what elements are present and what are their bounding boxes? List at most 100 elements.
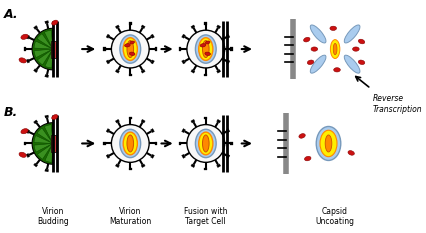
Polygon shape	[106, 34, 109, 38]
Wedge shape	[37, 144, 53, 159]
Ellipse shape	[204, 52, 210, 55]
Polygon shape	[32, 28, 53, 70]
Polygon shape	[141, 25, 145, 29]
Polygon shape	[181, 60, 185, 64]
Polygon shape	[24, 142, 26, 145]
Wedge shape	[34, 135, 53, 144]
Wedge shape	[37, 34, 53, 49]
Ellipse shape	[198, 38, 213, 60]
Polygon shape	[26, 35, 30, 39]
Polygon shape	[181, 34, 185, 38]
Ellipse shape	[343, 55, 359, 73]
Text: Virion
Budding: Virion Budding	[37, 207, 69, 226]
Wedge shape	[45, 49, 53, 68]
Ellipse shape	[343, 25, 359, 43]
Text: Virion
Maturation: Virion Maturation	[109, 207, 151, 226]
Wedge shape	[37, 128, 53, 144]
Polygon shape	[34, 163, 37, 167]
Bar	[51, 41, 55, 58]
Polygon shape	[128, 22, 132, 24]
Text: B.: B.	[4, 106, 18, 119]
Polygon shape	[181, 154, 185, 158]
Ellipse shape	[127, 135, 133, 152]
Polygon shape	[178, 47, 181, 51]
Wedge shape	[34, 49, 53, 58]
Polygon shape	[103, 47, 106, 51]
Polygon shape	[45, 115, 49, 118]
Polygon shape	[45, 75, 49, 78]
Ellipse shape	[329, 26, 336, 31]
Wedge shape	[44, 125, 53, 144]
Polygon shape	[190, 119, 195, 123]
Polygon shape	[150, 154, 154, 158]
Ellipse shape	[310, 55, 325, 73]
Wedge shape	[34, 144, 53, 152]
Ellipse shape	[52, 20, 58, 25]
Ellipse shape	[127, 41, 133, 58]
Polygon shape	[106, 60, 109, 64]
Ellipse shape	[319, 130, 336, 157]
Wedge shape	[45, 144, 53, 162]
Ellipse shape	[202, 135, 209, 152]
Ellipse shape	[120, 35, 140, 63]
Polygon shape	[216, 164, 220, 168]
Polygon shape	[230, 142, 232, 145]
Text: A.: A.	[4, 7, 18, 21]
Polygon shape	[34, 120, 37, 124]
Ellipse shape	[195, 129, 216, 158]
Ellipse shape	[352, 47, 358, 51]
Ellipse shape	[21, 34, 28, 39]
Wedge shape	[34, 41, 53, 49]
Polygon shape	[190, 69, 195, 73]
Ellipse shape	[357, 60, 364, 65]
Polygon shape	[128, 116, 132, 119]
Ellipse shape	[129, 52, 135, 55]
Polygon shape	[204, 168, 207, 170]
Polygon shape	[141, 119, 145, 123]
Text: Fusion with
Target Cell: Fusion with Target Cell	[184, 207, 227, 226]
Ellipse shape	[123, 38, 137, 60]
Polygon shape	[34, 25, 37, 29]
Bar	[51, 135, 55, 152]
Ellipse shape	[307, 60, 313, 65]
Ellipse shape	[124, 44, 130, 47]
Polygon shape	[204, 116, 207, 119]
Polygon shape	[26, 130, 30, 134]
Polygon shape	[24, 47, 26, 51]
Polygon shape	[26, 59, 30, 63]
Polygon shape	[226, 34, 229, 38]
Polygon shape	[190, 25, 195, 29]
Circle shape	[187, 125, 224, 162]
Polygon shape	[45, 21, 49, 24]
Ellipse shape	[347, 151, 354, 155]
Polygon shape	[216, 119, 220, 123]
Polygon shape	[128, 74, 132, 76]
Ellipse shape	[198, 132, 213, 155]
Ellipse shape	[330, 40, 339, 58]
Text: Reverse
Transcription: Reverse Transcription	[372, 94, 421, 114]
Ellipse shape	[130, 41, 134, 44]
Polygon shape	[141, 69, 145, 73]
Ellipse shape	[357, 39, 364, 44]
Polygon shape	[226, 129, 229, 133]
Polygon shape	[128, 168, 132, 170]
Polygon shape	[226, 60, 229, 64]
Ellipse shape	[325, 135, 331, 152]
Polygon shape	[115, 164, 119, 168]
Polygon shape	[32, 123, 53, 164]
Wedge shape	[44, 30, 53, 49]
Polygon shape	[106, 129, 109, 133]
Polygon shape	[115, 25, 119, 29]
Ellipse shape	[310, 47, 317, 51]
Circle shape	[187, 30, 224, 68]
Polygon shape	[216, 25, 220, 29]
Ellipse shape	[52, 115, 58, 120]
Polygon shape	[204, 74, 207, 76]
Polygon shape	[115, 69, 119, 73]
Polygon shape	[155, 142, 157, 145]
Polygon shape	[178, 142, 181, 145]
Polygon shape	[230, 47, 232, 51]
Ellipse shape	[298, 134, 305, 138]
Ellipse shape	[202, 41, 209, 58]
Polygon shape	[34, 69, 37, 73]
